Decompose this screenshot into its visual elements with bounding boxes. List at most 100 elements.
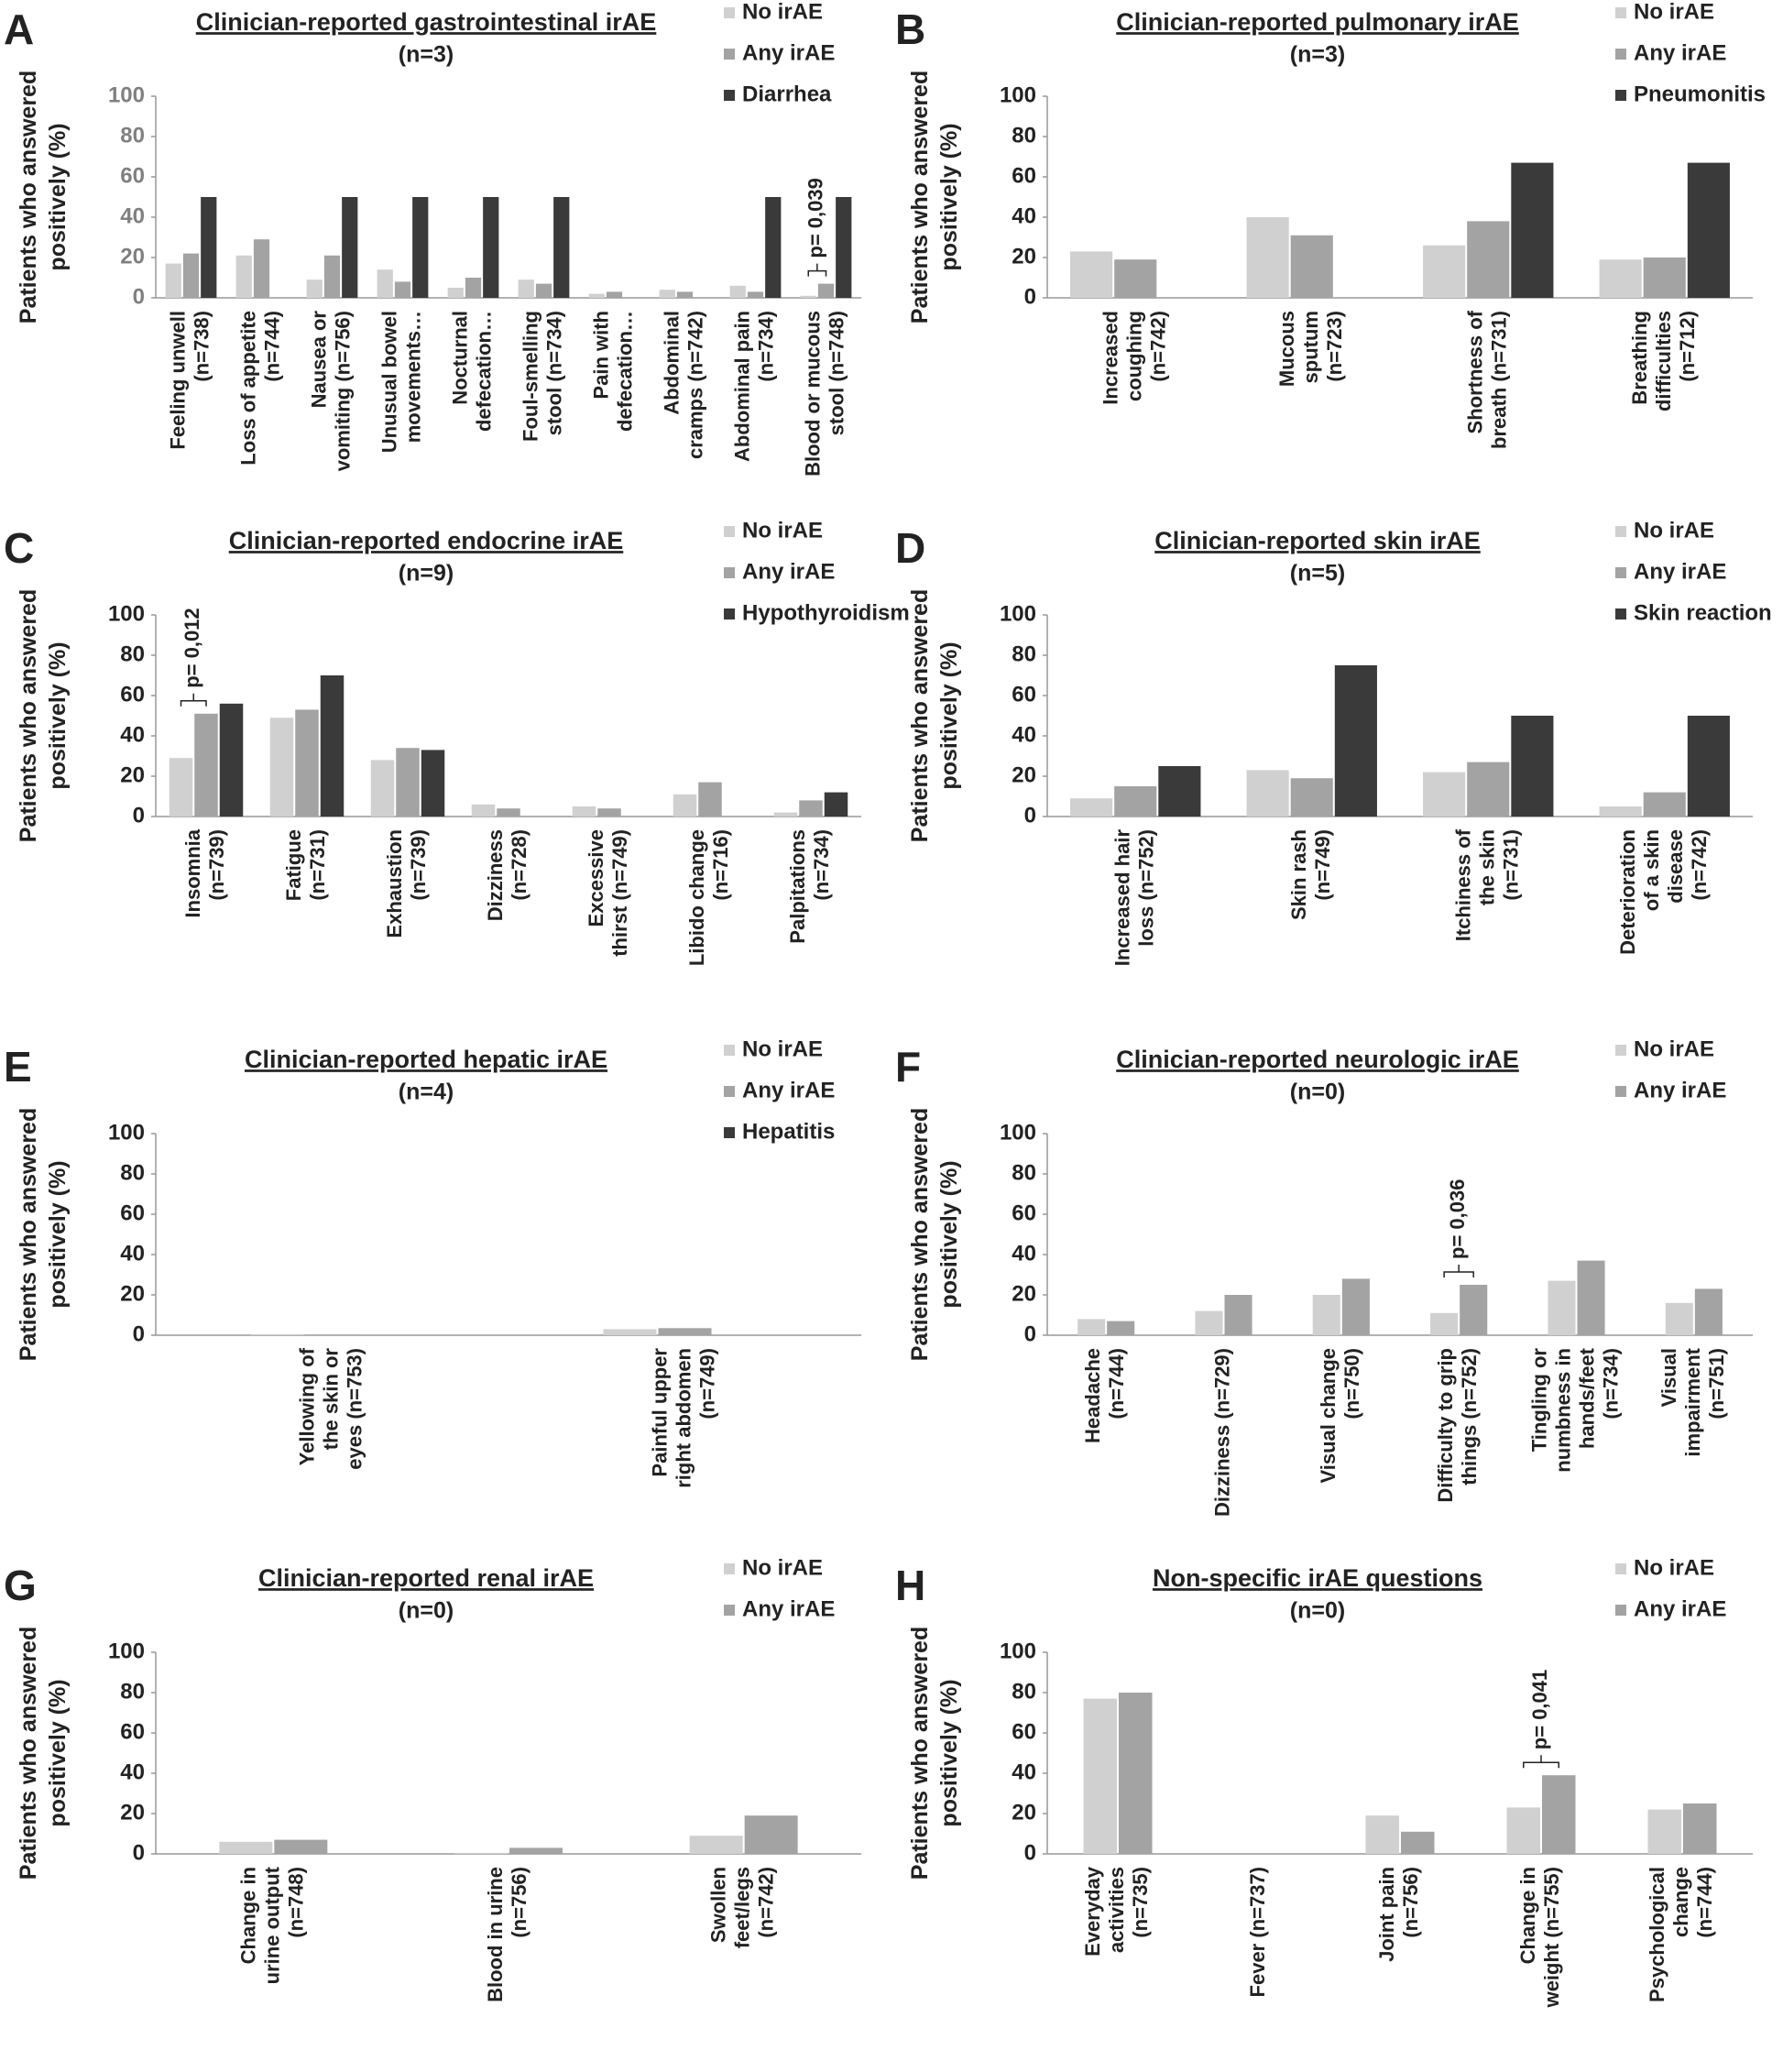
bar [824, 792, 848, 817]
x-tick-label: Blood or mucousstool (n=748) [801, 311, 848, 477]
x-tick-label: Shortness ofbreath (n=731) [1463, 310, 1510, 449]
bar [483, 197, 499, 298]
y-tick-label: 60 [1012, 1200, 1036, 1225]
legend-swatch [1615, 90, 1626, 101]
x-tick-label: Pain withdefecation… [589, 311, 636, 432]
panel-label: C [4, 524, 34, 572]
panel: B Clinician-reported pulmonary irAE (n=3) P… [895, 0, 1766, 449]
bracket [180, 693, 207, 707]
panel: H Non-specific irAE questions (n=0) Patient… [895, 1555, 1753, 2008]
bar [1334, 665, 1377, 817]
y-tick-label: 40 [120, 1760, 145, 1784]
legend-swatch [724, 7, 735, 18]
bar [729, 285, 746, 298]
legend-swatch [724, 90, 735, 101]
bar [1548, 1280, 1576, 1335]
y-tick-label: 100 [1000, 82, 1036, 107]
legend-label: Hypothyroidism [742, 600, 910, 625]
chart-subtitle: (n=5) [1290, 561, 1345, 587]
legend-label: No irAE [742, 0, 823, 24]
bar [553, 197, 570, 298]
bar [1599, 259, 1642, 298]
panel-label: B [895, 5, 925, 53]
x-tick-label: Fever (n=737) [1246, 1867, 1269, 1997]
x-tick-label: Dizziness(n=728) [484, 829, 531, 921]
y-tick-label: 0 [1024, 284, 1036, 309]
x-tick-label: Joint pain(n=756) [1375, 1867, 1422, 1962]
legend-label: Any irAE [1634, 1596, 1726, 1621]
bracket [1523, 1755, 1559, 1769]
bar [1430, 1312, 1459, 1335]
panel: G Clinician-reported renal irAE (n=0) Patie… [4, 1555, 861, 2002]
legend-label: No irAE [1634, 1555, 1714, 1580]
bar [182, 253, 200, 298]
bar [305, 1334, 359, 1335]
bar [320, 675, 345, 817]
x-tick-label: Breathingdifficulties(n=712) [1628, 311, 1699, 411]
bar [295, 709, 319, 817]
bar [412, 197, 429, 298]
bar [1683, 1803, 1717, 1854]
chart-subtitle: (n=0) [1290, 1598, 1345, 1624]
bar [676, 291, 694, 298]
panel: C Clinician-reported endocrine irAE (n=9) P… [4, 518, 910, 966]
legend-swatch [1615, 567, 1626, 578]
y-tick-label: 100 [1000, 601, 1036, 626]
bar [1577, 1260, 1605, 1335]
panel-label: E [4, 1043, 32, 1091]
bar [396, 748, 420, 817]
x-tick-label: Palpitations(n=734) [786, 829, 833, 944]
chart-title: Clinician-reported hepatic irAE [245, 1046, 607, 1073]
legend-swatch [724, 608, 735, 619]
bar [1114, 786, 1157, 817]
legend-swatch [724, 1563, 735, 1574]
chart-subtitle: (n=0) [399, 1598, 454, 1624]
bracket [807, 263, 827, 277]
bracket [1443, 1265, 1474, 1277]
legend-swatch [1615, 1605, 1626, 1616]
bar [1119, 1693, 1153, 1854]
bar [169, 758, 193, 817]
bar [1423, 245, 1466, 298]
chart-title: Non-specific irAE questions [1153, 1564, 1482, 1592]
legend-label: No irAE [1634, 1036, 1714, 1061]
bar [274, 1839, 328, 1854]
panel-label: A [4, 5, 34, 53]
bar [201, 197, 217, 298]
bar [1312, 1295, 1340, 1335]
panel-label: G [4, 1562, 37, 1609]
x-tick-label: Change inurine output(n=748) [236, 1866, 307, 1984]
y-tick-label: 80 [1012, 1160, 1036, 1185]
bar [1401, 1831, 1435, 1854]
legend-swatch [724, 1605, 735, 1616]
x-tick-label: Psychologicalchange(n=744) [1646, 1867, 1716, 2002]
y-tick-label: 60 [1012, 682, 1036, 707]
bar [447, 288, 464, 298]
bar [269, 718, 294, 817]
x-tick-label: Abdominal pain(n=734) [730, 311, 777, 462]
bar [1542, 1775, 1576, 1854]
y-axis-label: Patients who answered positively (%) [907, 1108, 962, 1361]
legend-label: Hepatitis [742, 1119, 835, 1144]
chart-title: Clinician-reported skin irAE [1154, 527, 1481, 554]
bar [535, 283, 552, 298]
legend-label: Any irAE [1634, 1078, 1726, 1102]
bar [165, 263, 181, 298]
bar [1246, 217, 1289, 298]
x-tick-label: Foul-smellingstool (n=734) [519, 311, 565, 442]
bar [1460, 1285, 1488, 1335]
y-tick-label: 40 [1012, 722, 1036, 747]
y-tick-label: 80 [1012, 641, 1036, 666]
bar [1506, 1807, 1540, 1854]
bar [1511, 162, 1554, 298]
bar [606, 291, 623, 298]
bar [1687, 716, 1730, 817]
bar [518, 280, 534, 298]
y-tick-label: 60 [120, 163, 145, 188]
bar [1467, 762, 1510, 817]
y-tick-label: 60 [1012, 163, 1036, 188]
y-tick-label: 80 [1012, 1679, 1036, 1704]
bar [1083, 1698, 1117, 1854]
x-tick-label: Mucoussputum(n=723) [1275, 311, 1346, 387]
bar [1423, 772, 1466, 817]
